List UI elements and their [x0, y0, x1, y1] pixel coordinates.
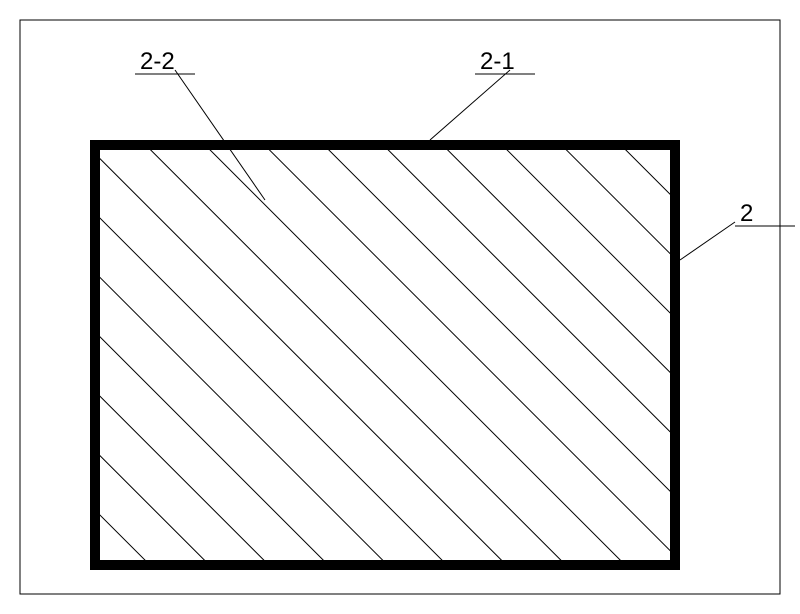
diagram-canvas: 2-2 2-1 2 — [0, 0, 800, 614]
label-2-2: 2-2 — [140, 48, 175, 76]
label-2: 2 — [740, 200, 753, 228]
label-2-1: 2-1 — [480, 48, 515, 76]
diagram-svg — [0, 0, 800, 614]
